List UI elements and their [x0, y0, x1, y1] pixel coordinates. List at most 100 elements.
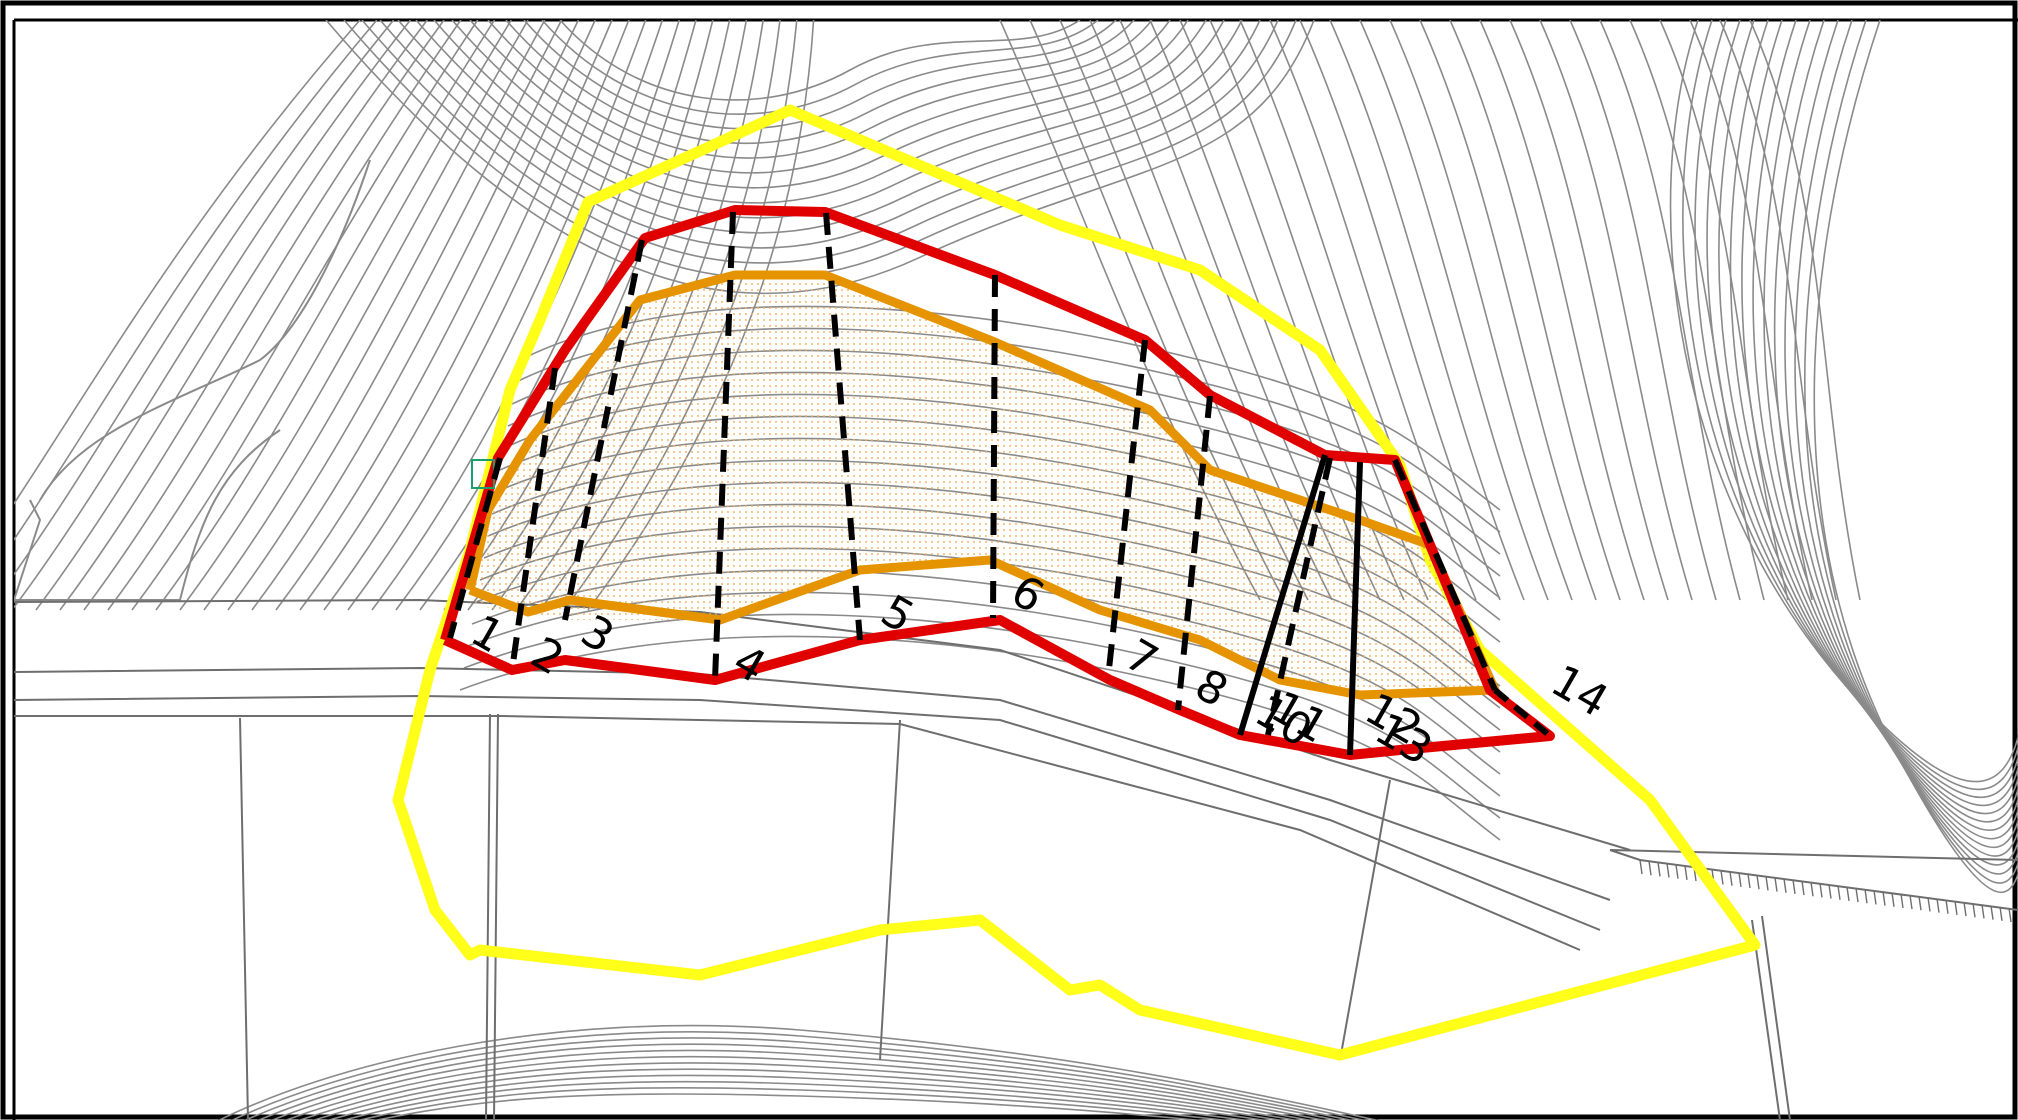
field-boundary-4: [879, 719, 901, 1061]
embankment-tick: [1864, 889, 1868, 904]
contour-line: [325, 20, 1315, 295]
section-line-11: [1347, 461, 1363, 756]
section-lines: [447, 211, 1552, 756]
contour-line: [1669, 20, 2018, 783]
embankment-tick: [1639, 859, 1643, 875]
contour-line: [155, 20, 512, 611]
contour-line: [1299, 20, 1501, 601]
contour-line: [469, 20, 1171, 174]
road-lines: [14, 598, 2018, 1120]
embankment-tick: [1783, 878, 1787, 893]
embankment-tick: [1954, 900, 1958, 916]
contour-line: [311, 1068, 1284, 1120]
contour-line: [14, 499, 42, 601]
section-line-6: [990, 274, 998, 619]
section-line-7: [1105, 339, 1148, 679]
section-line-8: [1175, 395, 1213, 711]
contour-line: [397, 20, 1243, 234]
contour-line: [1804, 20, 2018, 884]
contour-line: [59, 20, 445, 611]
contour-line: [179, 20, 529, 611]
embankment-tick: [1738, 872, 1742, 887]
contour-line: [326, 1074, 1268, 1120]
embankment-tick: [1828, 884, 1832, 899]
contour-line: [257, 1043, 1341, 1120]
contour-line: [14, 20, 395, 576]
embankment-tick: [1936, 898, 1940, 913]
contour-line: [463, 613, 1501, 819]
field-boundary-3: [493, 713, 499, 1120]
contour-line: [323, 20, 630, 611]
contour-line: [203, 20, 546, 611]
embankment-tick: [1873, 890, 1877, 905]
contour-line: [415, 20, 1225, 219]
embankment-tick: [1801, 880, 1805, 896]
contour-line: [1389, 20, 1573, 601]
section-line-9: [1265, 457, 1333, 736]
contour-line: [379, 20, 1261, 249]
contour-line: [1569, 20, 1717, 601]
contour-line: [1209, 20, 1429, 601]
contour-line: [1794, 20, 2018, 875]
contour-line: [1813, 20, 2018, 894]
contour-line: [1629, 20, 1765, 601]
embankment-tick: [1729, 871, 1733, 886]
field-boundary-6: [1751, 919, 1781, 1120]
embankment-tick: [1972, 903, 1976, 918]
embankment-tick: [1909, 895, 1913, 910]
embankment-tick: [1666, 863, 1670, 878]
contour-line: [1539, 20, 1693, 601]
field-boundary-2: [485, 713, 491, 1120]
road-edge-upper: [14, 598, 1631, 851]
section-line-12: [1392, 458, 1498, 692]
contour-line: [1329, 20, 1525, 601]
embankment-tick: [1720, 870, 1724, 885]
contour-line: [230, 1030, 1367, 1120]
contour-line: [1419, 20, 1597, 601]
landslide-mass-fill: [470, 275, 1495, 695]
embankment-tick: [1882, 891, 1886, 906]
contour-line: [1179, 20, 1405, 601]
section-line-2: [509, 367, 558, 671]
outer-influence-boundary: [392, 104, 1761, 1061]
contour-line: [14, 20, 378, 541]
embankment-tick: [1756, 875, 1760, 890]
embankment-tick: [1918, 896, 1922, 911]
contour-line: [251, 20, 580, 611]
contour-line: [487, 20, 1153, 159]
contour-line: [39, 159, 371, 501]
contour-line: [283, 1055, 1313, 1120]
contour-line: [1449, 20, 1621, 601]
section-line-13: [1493, 687, 1552, 739]
embankment-tick: [1819, 883, 1823, 898]
contour-line: [541, 20, 1099, 115]
contour-line: [343, 20, 1297, 280]
contour-line: [505, 20, 1135, 145]
contour-line: [373, 1093, 1204, 1120]
embankment-tick: [1981, 904, 1985, 919]
contour-line: [14, 20, 361, 506]
road-edge-lower2: [14, 694, 1601, 931]
section-line-5: [823, 212, 863, 641]
contour-line: [1719, 20, 1837, 601]
embankment-tick: [1891, 892, 1895, 907]
section-line-10: [1237, 454, 1328, 736]
embankment-tick: [2008, 907, 2012, 923]
contour-line: [83, 20, 462, 611]
contour-line: [1599, 20, 1741, 601]
embankment-tick: [1792, 879, 1796, 894]
section-line-3: [562, 239, 645, 621]
contour-line: [299, 20, 613, 611]
contour-line: [341, 1080, 1250, 1120]
field-boundary-1: [239, 717, 249, 1120]
contour-line: [14, 429, 281, 601]
section-line-1: [447, 457, 503, 639]
contour-line: [35, 20, 428, 611]
embankment-tick: [1747, 873, 1751, 889]
embankment-tick: [1774, 877, 1778, 892]
embankment-tick: [1927, 897, 1931, 912]
embankment-tick: [1657, 862, 1661, 877]
embankment-ticks: [1639, 859, 2012, 923]
